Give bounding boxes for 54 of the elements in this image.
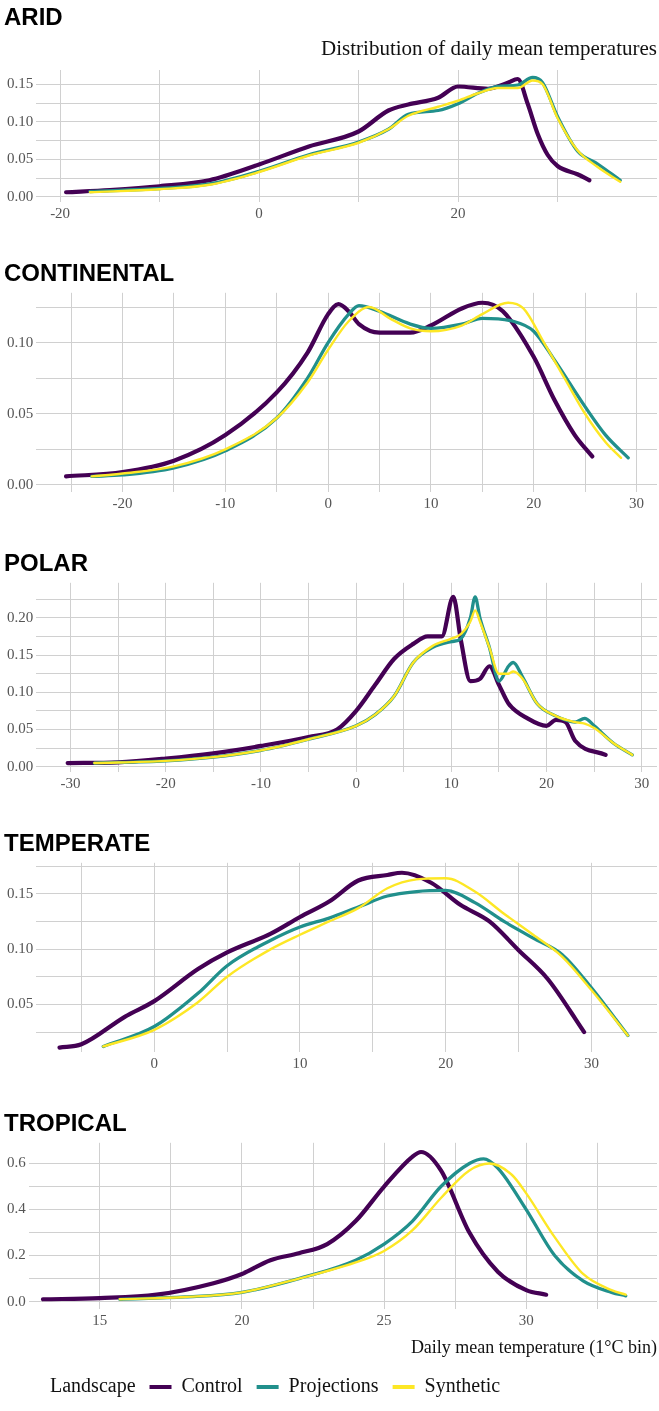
x-tick-label: 20 bbox=[450, 204, 466, 221]
x-tick-label: -30 bbox=[60, 774, 81, 791]
y-tick-label: 0.05 bbox=[7, 720, 34, 737]
x-tick-label: 0 bbox=[352, 774, 360, 791]
x-tick-label: 20 bbox=[539, 774, 555, 791]
y-tick-label: 0.05 bbox=[7, 404, 34, 421]
x-tick-label: 30 bbox=[628, 494, 644, 511]
y-tick-label: 0.6 bbox=[7, 1154, 27, 1171]
y-tick-label: 0.4 bbox=[7, 1200, 27, 1217]
x-tick-label: 20 bbox=[526, 494, 542, 511]
x-tick-label: -10 bbox=[215, 494, 236, 511]
chart-title: TEMPERATE bbox=[4, 829, 151, 857]
y-tick-label: 0.15 bbox=[7, 75, 34, 92]
x-tick-label: 30 bbox=[518, 1312, 534, 1329]
legend-label: Projections bbox=[288, 1374, 379, 1398]
x-tick-label: -10 bbox=[250, 774, 271, 791]
y-tick-label: 0.15 bbox=[7, 645, 34, 662]
x-tick-label: 30 bbox=[634, 774, 650, 791]
chart-subtitle: Distribution of daily mean temperatures bbox=[321, 35, 657, 60]
x-tick-label: 10 bbox=[423, 494, 439, 511]
legend-label: Synthetic bbox=[424, 1374, 501, 1398]
x-tick-label: 0 bbox=[324, 494, 332, 511]
x-tick-label: -20 bbox=[112, 494, 133, 511]
legend-label: Control bbox=[181, 1374, 244, 1397]
chart-title: ARID bbox=[4, 3, 63, 31]
x-tick-label: -20 bbox=[50, 204, 71, 221]
y-tick-label: 0.10 bbox=[7, 333, 34, 350]
x-tick-label: 10 bbox=[443, 774, 459, 791]
x-tick-label: 10 bbox=[292, 1054, 308, 1071]
x-axis-title: Daily mean temperature (1°C bin) bbox=[410, 1336, 657, 1358]
x-tick-label: 30 bbox=[583, 1054, 599, 1071]
x-tick-label: 0 bbox=[255, 204, 263, 221]
y-tick-label: 0.10 bbox=[7, 112, 34, 129]
y-tick-label: 0.10 bbox=[7, 940, 34, 957]
x-tick-label: 15 bbox=[92, 1312, 108, 1329]
x-tick-label: 20 bbox=[234, 1312, 250, 1329]
chart-title: POLAR bbox=[4, 549, 88, 577]
y-tick-label: 0.00 bbox=[7, 757, 34, 774]
y-tick-label: 0.10 bbox=[7, 683, 34, 700]
legend-title: Landscape bbox=[50, 1374, 136, 1398]
x-tick-label: 20 bbox=[438, 1054, 454, 1071]
y-tick-label: 0.00 bbox=[7, 187, 34, 204]
x-tick-label: 25 bbox=[376, 1312, 392, 1329]
y-tick-label: 0.00 bbox=[7, 475, 34, 492]
chart-title: TROPICAL bbox=[4, 1109, 127, 1137]
y-tick-label: 0.2 bbox=[7, 1246, 26, 1263]
y-tick-label: 0.0 bbox=[7, 1292, 26, 1309]
y-tick-label: 0.05 bbox=[7, 150, 34, 167]
y-tick-label: 0.20 bbox=[7, 608, 34, 625]
chart-title: CONTINENTAL bbox=[4, 259, 175, 287]
y-tick-label: 0.05 bbox=[7, 995, 34, 1012]
x-tick-label: -20 bbox=[155, 774, 176, 791]
x-tick-label: 0 bbox=[150, 1054, 159, 1071]
y-tick-label: 0.15 bbox=[7, 884, 34, 901]
